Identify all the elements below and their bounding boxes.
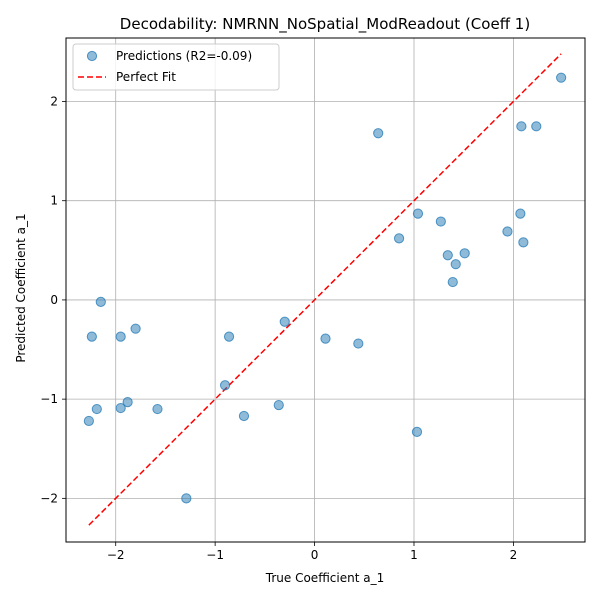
y-axis-label: Predicted Coefficient a_1: [14, 213, 28, 362]
prediction-point: [223, 331, 235, 342]
prediction-point: [273, 399, 284, 411]
prediction-point: [152, 403, 163, 415]
prediction-point: [181, 493, 192, 504]
x-tick-label: −1: [206, 548, 224, 562]
legend-box: [72, 43, 280, 91]
prediction-point: [320, 333, 331, 344]
legend-label-predictions: Predictions (R2=-0.09): [116, 49, 252, 63]
legend: Predictions (R2=-0.09) Perfect Fit: [72, 43, 280, 91]
prediction-point: [83, 415, 94, 427]
y-tick-label: 1: [50, 194, 58, 208]
x-axis-label: True Coefficient a_1: [265, 571, 384, 585]
prediction-point: [130, 323, 141, 334]
prediction-point: [450, 259, 461, 270]
prediction-point: [91, 403, 102, 415]
chart-title: Decodability: NMRNN_NoSpatial_ModReadout…: [120, 15, 530, 34]
prediction-point: [412, 208, 424, 219]
prediction-points: [83, 72, 567, 504]
axis-ticks: −2 −1 0 1 2 −2 −1 0 1 2: [40, 94, 517, 562]
perfect-fit-layer: [88, 53, 562, 526]
prediction-point: [279, 316, 290, 327]
y-tick-label: −1: [40, 392, 58, 406]
prediction-point: [122, 397, 133, 408]
prediction-point: [353, 338, 364, 349]
prediction-point: [411, 426, 423, 437]
y-tick-label: −2: [40, 491, 58, 505]
x-tick-label: −2: [107, 548, 125, 562]
prediction-point: [86, 331, 97, 342]
prediction-point: [531, 121, 542, 132]
perfect-fit-line: [88, 53, 562, 526]
prediction-point: [393, 233, 405, 244]
x-tick-label: 0: [311, 548, 319, 562]
y-tick-label: 2: [50, 94, 58, 108]
prediction-point: [447, 276, 458, 288]
x-tick-label: 2: [510, 548, 518, 562]
prediction-point: [373, 128, 384, 139]
prediction-point: [95, 296, 106, 308]
prediction-point: [459, 248, 470, 259]
legend-label-perfect-fit: Perfect Fit: [116, 70, 176, 84]
prediction-point: [115, 402, 126, 414]
legend-marker-predictions: [86, 50, 98, 62]
prediction-point: [219, 380, 231, 391]
prediction-point: [502, 226, 513, 237]
prediction-point: [556, 72, 567, 83]
prediction-point: [518, 237, 529, 248]
y-tick-label: 0: [50, 293, 58, 307]
prediction-point: [515, 208, 526, 219]
prediction-point: [435, 216, 446, 227]
prediction-point: [442, 250, 453, 261]
x-tick-label: 1: [410, 548, 418, 562]
prediction-point: [516, 121, 527, 132]
plot-frame: [65, 37, 586, 543]
prediction-point: [238, 410, 250, 422]
grid-lines: [66, 38, 585, 542]
prediction-point: [115, 331, 126, 342]
